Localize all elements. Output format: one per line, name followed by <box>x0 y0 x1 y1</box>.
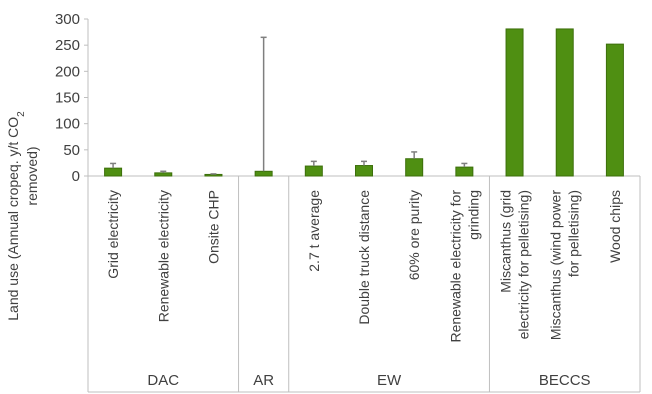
bar <box>605 43 624 177</box>
bar <box>254 170 273 177</box>
y-tick-label: 200 <box>55 63 80 80</box>
category-label: Renewable electricity <box>155 190 171 322</box>
category-label: Double truck distance <box>356 190 372 325</box>
category-label: Wood chips <box>607 190 623 263</box>
category-label: for pelletising) <box>566 190 582 277</box>
y-tick-label: 250 <box>55 37 80 54</box>
y-axis-label-main: Land use (Annual cropeq. y/t CO <box>5 117 21 321</box>
y-tick-label: 100 <box>55 116 80 133</box>
y-axis-label-subscript: 2 <box>16 111 27 117</box>
category-label: Renewable electricity for <box>447 190 463 343</box>
group-label: EW <box>377 372 402 389</box>
y-tick-label: 300 <box>55 11 80 28</box>
bar <box>104 167 123 177</box>
y-tick-label: 0 <box>72 168 80 185</box>
plot-area <box>88 28 640 177</box>
bar <box>505 28 524 177</box>
y-axis-label-group: Land use (Annual cropeq. y/t CO2 removed… <box>5 111 40 321</box>
bar <box>304 165 323 177</box>
category-label: grinding <box>465 190 481 240</box>
y-axis-label-line2: removed) <box>24 146 40 205</box>
y-axis: 0 50 100 150 200 250 300 <box>55 11 89 185</box>
category-label: 60% ore purity <box>406 190 422 280</box>
category-labels: Grid electricity Renewable electricity Ons… <box>105 190 623 343</box>
category-label: 2.7 t average <box>306 190 322 272</box>
group-labels: DAC AR EW BECCS <box>87 176 641 393</box>
y-axis-label: Land use (Annual cropeq. y/t CO2 <box>5 111 27 321</box>
bar <box>355 165 373 177</box>
category-label: Miscanthus (grid <box>498 190 514 293</box>
group-label: DAC <box>147 372 179 389</box>
bar <box>555 28 574 177</box>
category-label: Miscanthus (wind power <box>548 190 564 341</box>
group-label: BECCS <box>539 372 591 389</box>
bar <box>204 173 223 177</box>
y-tick-label: 150 <box>55 90 80 107</box>
bar <box>455 166 474 177</box>
category-label: electricity for pelletising) <box>516 190 532 339</box>
bar <box>154 172 173 177</box>
y-tick-label: 50 <box>63 142 80 159</box>
category-label: Grid electricity <box>105 190 121 279</box>
group-label: AR <box>253 372 274 389</box>
bar <box>405 158 424 177</box>
category-label: Onsite CHP <box>205 190 221 264</box>
